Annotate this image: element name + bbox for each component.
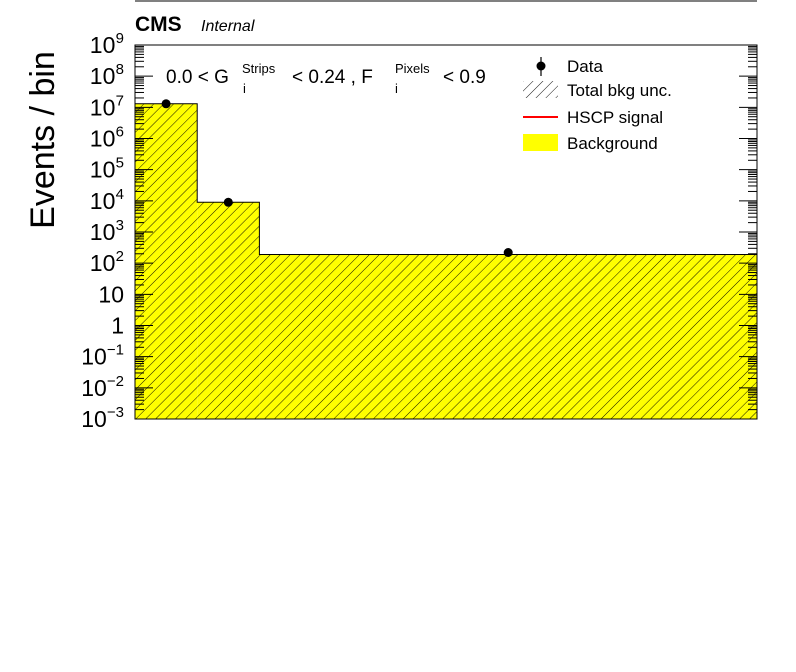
data-point — [161, 99, 171, 109]
background-unc-hatch — [197, 202, 260, 419]
selection-label: 0.0 < G Strips i < 0.24 , F Pixels i < 0… — [166, 57, 486, 98]
y-tick-label-exponent: 6 — [116, 124, 124, 141]
legend-hatch-swatch — [523, 81, 558, 98]
internal-label: Internal — [201, 18, 255, 35]
data-points — [161, 99, 513, 257]
y-tick-label-exponent: −2 — [107, 373, 124, 390]
y-tick-label: 10 — [90, 157, 116, 183]
y-tick-label: 10 — [98, 281, 124, 307]
y-tick-label: 10 — [90, 126, 116, 152]
y-tick-label: 10 — [90, 94, 116, 120]
y-tick-label: 10 — [90, 32, 116, 58]
y-tick-label: 10 — [90, 188, 116, 214]
legend-label-background: Background — [567, 134, 658, 153]
selection-part1: 0.0 < G — [166, 67, 229, 88]
legend: Data Total bkg unc. HSCP signal Backgrou… — [523, 57, 672, 153]
legend-label-hscp-signal: HSCP signal — [567, 108, 663, 127]
background-bars — [134, 103, 757, 419]
selection-f-sub: i — [395, 81, 398, 96]
legend-label-total-bkg-unc: Total bkg unc. — [567, 81, 672, 100]
y-tick-label-exponent: 3 — [116, 217, 124, 234]
y-tick-label-exponent: 4 — [116, 186, 124, 203]
y-tick-label: 10 — [81, 406, 107, 432]
y-axis-title: Events / bin — [24, 51, 62, 229]
y-tick-label-exponent: 7 — [116, 92, 124, 109]
background-unc-hatch — [259, 254, 757, 419]
y-tick-label-exponent: −3 — [107, 404, 124, 421]
data-point — [223, 197, 233, 207]
legend-label-data: Data — [567, 57, 603, 76]
y-tick-label: 10 — [90, 219, 116, 245]
y-tick-label: 10 — [90, 63, 116, 89]
background-unc-hatch — [135, 103, 198, 419]
legend-entry-hscp-signal: HSCP signal — [523, 108, 663, 127]
legend-entry-data: Data — [536, 57, 603, 76]
legend-entry-total-bkg-unc: Total bkg unc. — [523, 81, 672, 100]
selection-g-sup: Strips — [242, 61, 276, 76]
y-tick-label-exponent: −1 — [107, 342, 124, 359]
legend-data-marker — [536, 61, 546, 71]
selection-f-sup: Pixels — [395, 61, 430, 76]
y-tick-label-exponent: 9 — [116, 30, 124, 47]
y-tick-label-exponent: 2 — [116, 248, 124, 265]
plot-frame — [134, 44, 758, 420]
y-tick-label: 10 — [81, 375, 107, 401]
selection-g-sub: i — [243, 81, 246, 96]
y-tick-label: 1 — [111, 313, 124, 339]
data-point — [503, 247, 513, 257]
legend-entry-background: Background — [523, 134, 658, 153]
y-tick-label: 10 — [81, 344, 107, 370]
y-tick-label: 10 — [90, 250, 116, 276]
cms-label: CMS — [135, 13, 182, 36]
selection-part3: < 0.9 — [443, 67, 486, 88]
y-tick-label-exponent: 5 — [116, 155, 124, 172]
selection-part2: < 0.24 , F — [292, 67, 373, 88]
legend-background-swatch — [523, 134, 558, 151]
y-tick-label-exponent: 8 — [116, 61, 124, 78]
